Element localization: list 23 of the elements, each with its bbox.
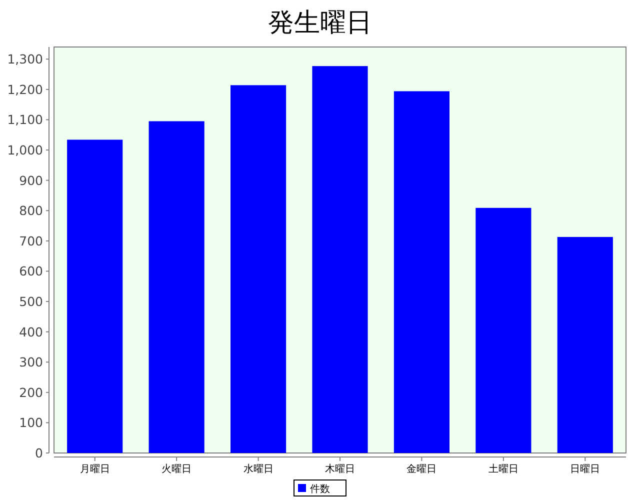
chart-title: 発生曜日 [268,8,372,38]
x-tick-label: 木曜日 [325,463,355,475]
y-tick-label: 1,200 [7,82,44,97]
y-tick-label: 300 [19,354,44,370]
y-tick-label: 600 [19,264,44,279]
y-tick-label: 700 [19,233,44,248]
x-tick-label: 日曜日 [570,463,600,475]
y-tick-label: 0 [35,446,44,460]
x-tick-label: 土曜日 [488,463,518,475]
x-tick-label: 水曜日 [243,463,274,475]
y-tick-label: 200 [19,384,44,400]
y-tick-label: 500 [19,294,44,310]
y-tick-label: 100 [19,415,44,430]
legend-label: 件数 [310,484,330,495]
x-tick-label: 火曜日 [162,463,192,475]
x-tick-label: 月曜日 [80,463,110,475]
x-tick-label: 金曜日 [406,463,437,475]
y-tick-label: 400 [19,324,44,340]
y-tick-label: 900 [19,172,44,188]
y-tick-label: 800 [19,203,44,218]
y-tick-label: 1,000 [7,142,44,158]
y-tick-label: 1,300 [7,52,44,67]
y-tick-label: 1,100 [7,112,44,128]
